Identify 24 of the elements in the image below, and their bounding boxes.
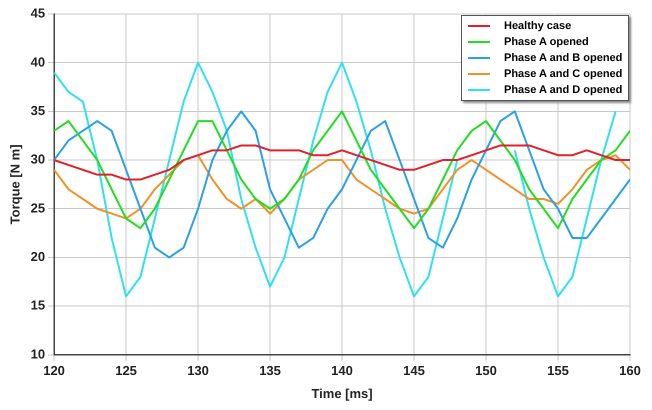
y-tick-label: 25 [30, 200, 46, 216]
x-tick-label: 160 [619, 363, 641, 378]
x-tick-label: 120 [43, 363, 65, 378]
legend-label: Phase A and B opened [504, 52, 622, 64]
x-tick-label: 150 [475, 363, 497, 378]
y-axis-title: Torque [N m] [7, 144, 22, 224]
y-tick-label: 40 [30, 54, 46, 70]
legend-label: Phase A and D opened [504, 84, 622, 96]
x-tick-label: 145 [403, 363, 425, 378]
legend-label: Healthy case [504, 20, 572, 32]
x-tick-label: 125 [115, 363, 137, 378]
x-tick-label: 130 [187, 363, 209, 378]
y-tick-label: 45 [30, 6, 46, 21]
y-tick-label: 30 [30, 152, 46, 167]
y-tick-label: 15 [30, 298, 46, 313]
x-axis-title: Time [ms] [311, 386, 373, 401]
x-tick-label: 140 [331, 363, 353, 378]
y-tick-label: 35 [30, 102, 46, 118]
legend-label: Phase A and C opened [504, 68, 622, 80]
x-tick-label: 135 [259, 363, 281, 378]
y-tick-label: 20 [30, 249, 46, 264]
y-tick-label: 10 [30, 346, 46, 362]
x-tick-label: 155 [547, 363, 569, 378]
legend-label: Phase A opened [504, 36, 589, 48]
